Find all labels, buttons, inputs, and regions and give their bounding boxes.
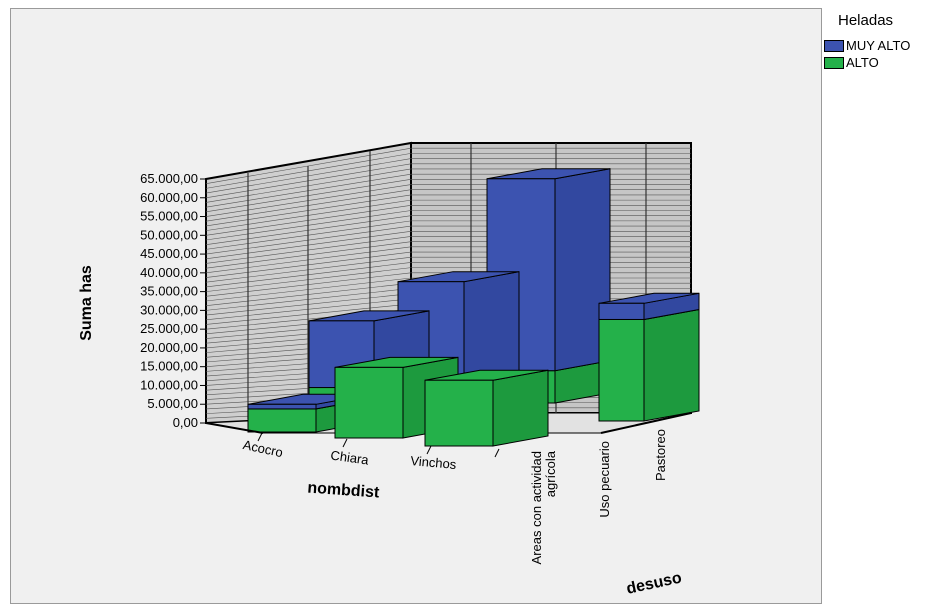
- y-tick-label: 25.000,00: [140, 321, 198, 336]
- x-tick-mark: [257, 432, 263, 442]
- x-tick-label: Vinchos: [410, 453, 458, 472]
- bar-chiara-pecuario-alto-front: [334, 366, 404, 439]
- y-tick-label: 35.000,00: [140, 284, 198, 299]
- bar-right-alto-side: [643, 308, 700, 422]
- grid-line-left: [205, 147, 412, 184]
- legend: Heladas MUY ALTO ALTO: [822, 8, 939, 128]
- z-axis-line: [600, 412, 692, 434]
- chart-3d-bar: 0,00 5.000,00 10.000,00 15.000,00 20.000,00 2…: [78, 141, 700, 598]
- bar-vinchos-pecuario-alto-front: [424, 379, 494, 447]
- legend-label-alto: ALTO: [846, 55, 879, 70]
- z-tick-label: Areas con actividadagrícola: [529, 450, 558, 564]
- x-tick-label: Chiara: [330, 447, 371, 467]
- z-tick-label-line: Areas con actividad: [529, 451, 544, 564]
- bar-right-muy-alto-front: [598, 302, 645, 320]
- x-axis-title: nombdist: [307, 480, 381, 502]
- bar-vinchos-agri-muy-alto-side: [463, 271, 520, 384]
- y-tick-label: 15.000,00: [140, 359, 198, 374]
- y-tick-label: 10.000,00: [140, 377, 198, 392]
- legend-label-muy-alto: MUY ALTO: [846, 38, 911, 53]
- z-tick-label-line: Pastoreo: [653, 429, 668, 481]
- bar-acocro-alto-front: [247, 408, 317, 433]
- y-tick-label: 0,00: [173, 415, 198, 430]
- y-tick-label: 55.000,00: [140, 209, 198, 224]
- legend-item-alto: ALTO: [824, 55, 879, 70]
- bar-vinchos-pecuario-alto-side: [492, 369, 549, 447]
- bar-right-alto-front: [598, 318, 645, 422]
- x-axis-line: [205, 422, 264, 434]
- x-tick-mark: [494, 448, 500, 458]
- y-tick-label: 40.000,00: [140, 265, 198, 280]
- z-tick-label: Pastoreo: [653, 429, 668, 481]
- y-tick-label: 45.000,00: [140, 246, 198, 261]
- z-tick-label: Uso pecuario: [597, 441, 612, 518]
- z-tick-label-line: Uso pecuario: [597, 441, 612, 518]
- y-tick-label: 50.000,00: [140, 227, 198, 242]
- legend-swatch-alto: [824, 56, 844, 69]
- x-tick-label: Acocro: [242, 437, 285, 460]
- z-tick-label-line: agrícola: [543, 450, 558, 497]
- y-tick-label: 5.000,00: [147, 396, 198, 411]
- x-tick-mark: [426, 445, 432, 455]
- legend-title: Heladas: [838, 12, 894, 29]
- legend-swatch-muy-alto: [824, 39, 844, 52]
- y-tick-label: 30.000,00: [140, 302, 198, 317]
- x-tick-mark: [342, 438, 348, 448]
- z-axis-title: desuso: [625, 569, 684, 597]
- legend-item-muy-alto: MUY ALTO: [824, 38, 910, 53]
- y-tick-label: 65.000,00: [140, 171, 198, 186]
- y-tick-label: 20.000,00: [140, 340, 198, 355]
- y-axis-title: Suma has: [78, 265, 95, 341]
- bar-acocro-muy-alto-front: [247, 403, 317, 410]
- y-tick-label: 60.000,00: [140, 190, 198, 205]
- plot-area: 0,00 5.000,00 10.000,00 15.000,00 20.000,00 2…: [10, 8, 822, 604]
